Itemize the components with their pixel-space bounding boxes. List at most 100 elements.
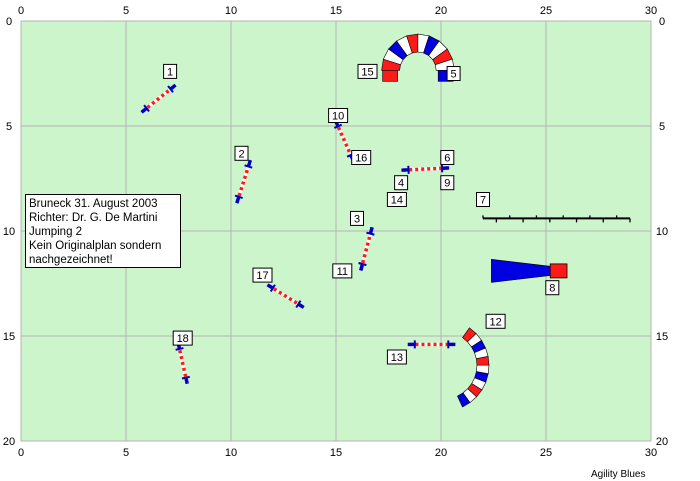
x-tick-label-bottom: 30 — [645, 447, 657, 459]
label-text: 6 — [444, 153, 450, 165]
x-tick-label-top: 10 — [225, 5, 237, 17]
label-text: 13 — [391, 352, 403, 364]
label-text: 2 — [238, 148, 244, 160]
x-tick-label-bottom: 5 — [123, 447, 129, 459]
jump-11 — [358, 226, 375, 271]
jump-2 — [234, 159, 253, 204]
info-line-note-2: nachgezeichnet! — [29, 254, 113, 266]
info-line-class: Jumping 2 — [29, 226, 83, 238]
label-5: 5 — [446, 66, 461, 81]
label-text: 7 — [480, 195, 486, 207]
x-tick-label-bottom: 10 — [225, 447, 237, 459]
y-tick-label-left: 20 — [3, 436, 15, 448]
jump-end — [266, 283, 274, 290]
jump-end — [235, 196, 241, 204]
label-7: 7 — [476, 192, 490, 207]
info-line-judge: Richter: Dr. G. De Martini — [29, 212, 158, 224]
jump-end — [246, 159, 253, 167]
jump-4 — [401, 164, 450, 174]
info-line-note: Kein Originalplan sondern — [29, 240, 162, 252]
x-tick-label-top: 15 — [330, 5, 342, 17]
label-2: 2 — [234, 145, 249, 161]
jump-pole-stripes — [235, 161, 252, 203]
label-box — [394, 175, 409, 191]
label-text: 5 — [451, 69, 457, 81]
label-12: 12 — [485, 313, 506, 329]
jump-end — [297, 302, 305, 309]
label-box — [476, 192, 490, 207]
y-tick-label-left: 5 — [6, 121, 12, 133]
jump-13 — [407, 340, 456, 349]
x-tick-label-bottom: 15 — [330, 447, 342, 459]
x-tick-label-top: 30 — [645, 5, 657, 17]
y-tick-label-right: 20 — [656, 436, 668, 448]
label-text: 11 — [337, 266, 348, 278]
x-tick-label-bottom: 0 — [18, 447, 24, 459]
label-text: 4 — [398, 178, 404, 190]
label-15: 15 — [357, 63, 378, 79]
label-14: 14 — [386, 192, 407, 207]
label-1: 1 — [163, 63, 178, 79]
obstacles — [140, 33, 631, 408]
label-text: 9 — [444, 178, 450, 190]
tunnel-segment — [462, 327, 477, 343]
label-text: 17 — [256, 270, 268, 282]
jump-pole-stripes — [141, 84, 176, 113]
label-box — [328, 108, 349, 123]
label-box — [386, 192, 407, 207]
y-tick-label-right: 0 — [659, 16, 665, 28]
label-18: 18 — [172, 330, 193, 346]
label-text: 15 — [361, 66, 373, 78]
credit-text: Agility Blues — [591, 469, 646, 480]
jump-pole-stripes — [176, 344, 189, 383]
label-box — [252, 267, 273, 283]
label-box — [386, 349, 407, 365]
x-tick-label-top: 5 — [123, 5, 129, 17]
label-text: 16 — [355, 153, 367, 165]
jump-stand — [358, 262, 367, 266]
x-tick-label-top: 0 — [18, 5, 24, 17]
label-9: 9 — [440, 175, 455, 191]
label-11: 11 — [332, 263, 353, 279]
jump-end — [169, 83, 177, 91]
x-tick-label-top: 25 — [540, 5, 552, 17]
jump-end — [368, 226, 374, 235]
label-box — [351, 150, 372, 165]
label-text: 14 — [391, 195, 403, 207]
label-box — [440, 150, 455, 165]
label-box — [350, 210, 364, 226]
y-tick-label-left: 0 — [6, 16, 12, 28]
y-tick-label-right: 10 — [656, 226, 668, 238]
x-tick-label-top: 20 — [435, 5, 447, 17]
x-tick-label-bottom: 20 — [435, 447, 447, 459]
label-text: 8 — [549, 283, 555, 295]
label-17: 17 — [252, 267, 273, 283]
y-tick-label-left: 10 — [3, 226, 15, 238]
info-line-event: Bruneck 31. August 2003 — [29, 198, 158, 210]
jump-pole-stripes — [403, 166, 448, 172]
y-tick-label-left: 15 — [3, 331, 15, 343]
y-tick-label-right: 15 — [656, 331, 668, 343]
label-text: 10 — [332, 111, 344, 123]
tunnel-leg-left — [382, 70, 398, 82]
jump-pole-stripes — [359, 228, 374, 270]
x-tick-label-bottom: 25 — [540, 447, 552, 459]
tunnel-top — [381, 33, 455, 82]
jump-pole-stripes — [334, 121, 355, 161]
jump-17 — [266, 283, 305, 309]
weave-poles — [482, 215, 631, 223]
label-13: 13 — [386, 349, 407, 365]
label-3: 3 — [350, 210, 364, 226]
label-10: 10 — [328, 108, 349, 123]
label-box — [485, 313, 506, 329]
label-text: 12 — [489, 316, 501, 328]
label-8: 8 — [545, 280, 560, 296]
label-box — [545, 280, 560, 296]
jump-end — [140, 106, 148, 114]
label-box — [357, 63, 378, 79]
label-text: 3 — [354, 213, 360, 225]
jump-1 — [140, 83, 177, 114]
label-box — [446, 66, 461, 81]
tunnel-bottom — [457, 327, 490, 408]
